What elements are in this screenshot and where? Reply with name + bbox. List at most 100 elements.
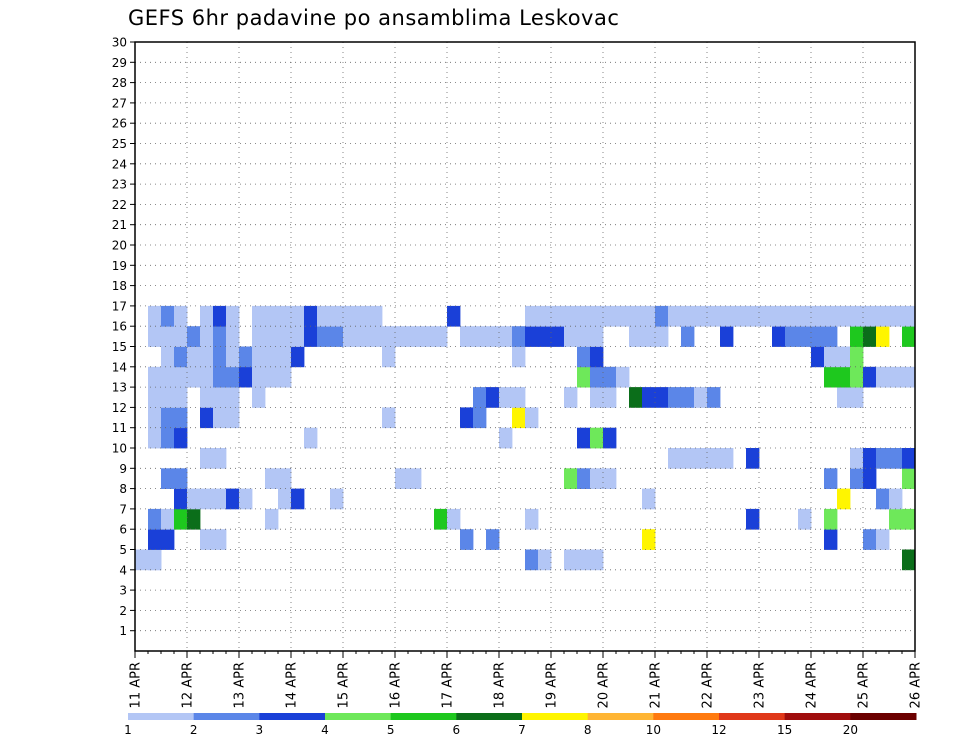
heatmap-cell [629,305,643,327]
heatmap-cell [226,488,240,510]
heatmap-cell [174,326,188,347]
heatmap-cell [629,326,643,347]
heatmap-cell [564,387,578,408]
heatmap-cell [863,326,877,347]
colorbar-swatch [522,713,589,720]
heatmap-cell [161,366,175,388]
y-tick-label: 1 [119,624,127,638]
x-tick-label: 24 APR [805,662,820,708]
heatmap-cell [837,305,851,327]
heatmap-cell [265,468,279,489]
heatmap-cell [200,326,214,347]
heatmap-cell [590,468,604,489]
heatmap-cell [694,305,708,327]
heatmap-cell [161,387,175,408]
heatmap-cell [278,366,292,388]
heatmap-cell [382,407,396,429]
heatmap-cell [291,488,305,510]
heatmap-cell [447,508,461,530]
x-tick-label: 18 APR [493,662,508,708]
heatmap-cell [889,305,903,327]
heatmap-cell [772,305,786,327]
heatmap-cell [603,468,617,489]
heatmap-cell [668,387,682,408]
heatmap-cell [616,366,630,388]
heatmap-cell [850,326,864,347]
heatmap-cell [616,305,630,327]
heatmap-cell [200,448,214,469]
heatmap-cell [577,549,591,571]
heatmap-cell [590,305,604,327]
heatmap-cell [876,366,890,388]
heatmap-cell [603,427,617,449]
heatmap-cell [642,387,656,408]
heatmap-cell [720,326,734,347]
x-tick-label: 26 APR [909,662,924,708]
heatmap-cell [772,326,786,347]
heatmap-cell [356,326,370,347]
heatmap-cell [655,387,669,408]
heatmap-cell [265,326,279,347]
heatmap-cell [902,468,916,489]
heatmap-cell [798,326,812,347]
heatmap-cell [577,326,591,347]
heatmap-cell [590,427,604,449]
heatmap-cell [889,366,903,388]
heatmap-cell [148,508,162,530]
heatmap-cell [213,529,227,550]
heatmap-cell [499,326,513,347]
y-tick-label: 17 [112,299,127,313]
heatmap-cell [161,326,175,347]
heatmap-cell [213,326,227,347]
y-tick-label: 12 [112,401,127,415]
heatmap-cell [174,366,188,388]
heatmap-cell [200,346,214,368]
heatmap-cell [525,305,539,327]
heatmap-cell [265,508,279,530]
heatmap-cell [811,346,825,368]
heatmap-cell [174,305,188,327]
heatmap-cell [603,387,617,408]
heatmap-cell [460,529,474,550]
heatmap-cell [473,326,487,347]
heatmap-cell [187,508,201,530]
heatmap-cell [642,305,656,327]
heatmap-cell [512,387,526,408]
heatmap-cell [174,407,188,429]
y-tick-label: 11 [112,421,127,435]
y-tick-label: 19 [112,259,127,273]
heatmap-cell [681,305,695,327]
heatmap-cell [707,387,721,408]
heatmap-cell [564,549,578,571]
x-axis-ticks: 11 APR 12 APR 13 APR 14 APR 15 APR 16 APR 17 A… [129,651,924,708]
y-tick-label: 2 [119,604,127,618]
y-tick-label: 29 [112,56,127,70]
heatmap-cell [291,346,305,368]
heatmap-cell [161,305,175,327]
heatmap-cell [226,387,240,408]
x-tick-label: 23 APR [753,662,768,708]
heatmap-cell [161,508,175,530]
heatmap-cell [889,508,903,530]
heatmap-cell [252,305,266,327]
heatmap-cell [590,326,604,347]
heatmap-cell [395,468,409,489]
heatmap-cell [863,529,877,550]
heatmap-cell [707,305,721,327]
heatmap-cell [174,508,188,530]
heatmap-cell [265,305,279,327]
heatmap-cell [200,407,214,429]
heatmap-cell [538,305,552,327]
y-tick-label: 10 [112,442,127,456]
heatmap-cell [213,387,227,408]
colorbar-label: 10 [646,723,661,737]
heatmap-cell [590,346,604,368]
y-tick-label: 30 [112,36,127,50]
heatmap-cell [694,387,708,408]
heatmap-cell [564,326,578,347]
heatmap-cell [889,488,903,510]
heatmap-cell [681,448,695,469]
heatmap-cell [499,427,513,449]
heatmap-cell [148,387,162,408]
y-tick-label: 28 [112,76,127,90]
